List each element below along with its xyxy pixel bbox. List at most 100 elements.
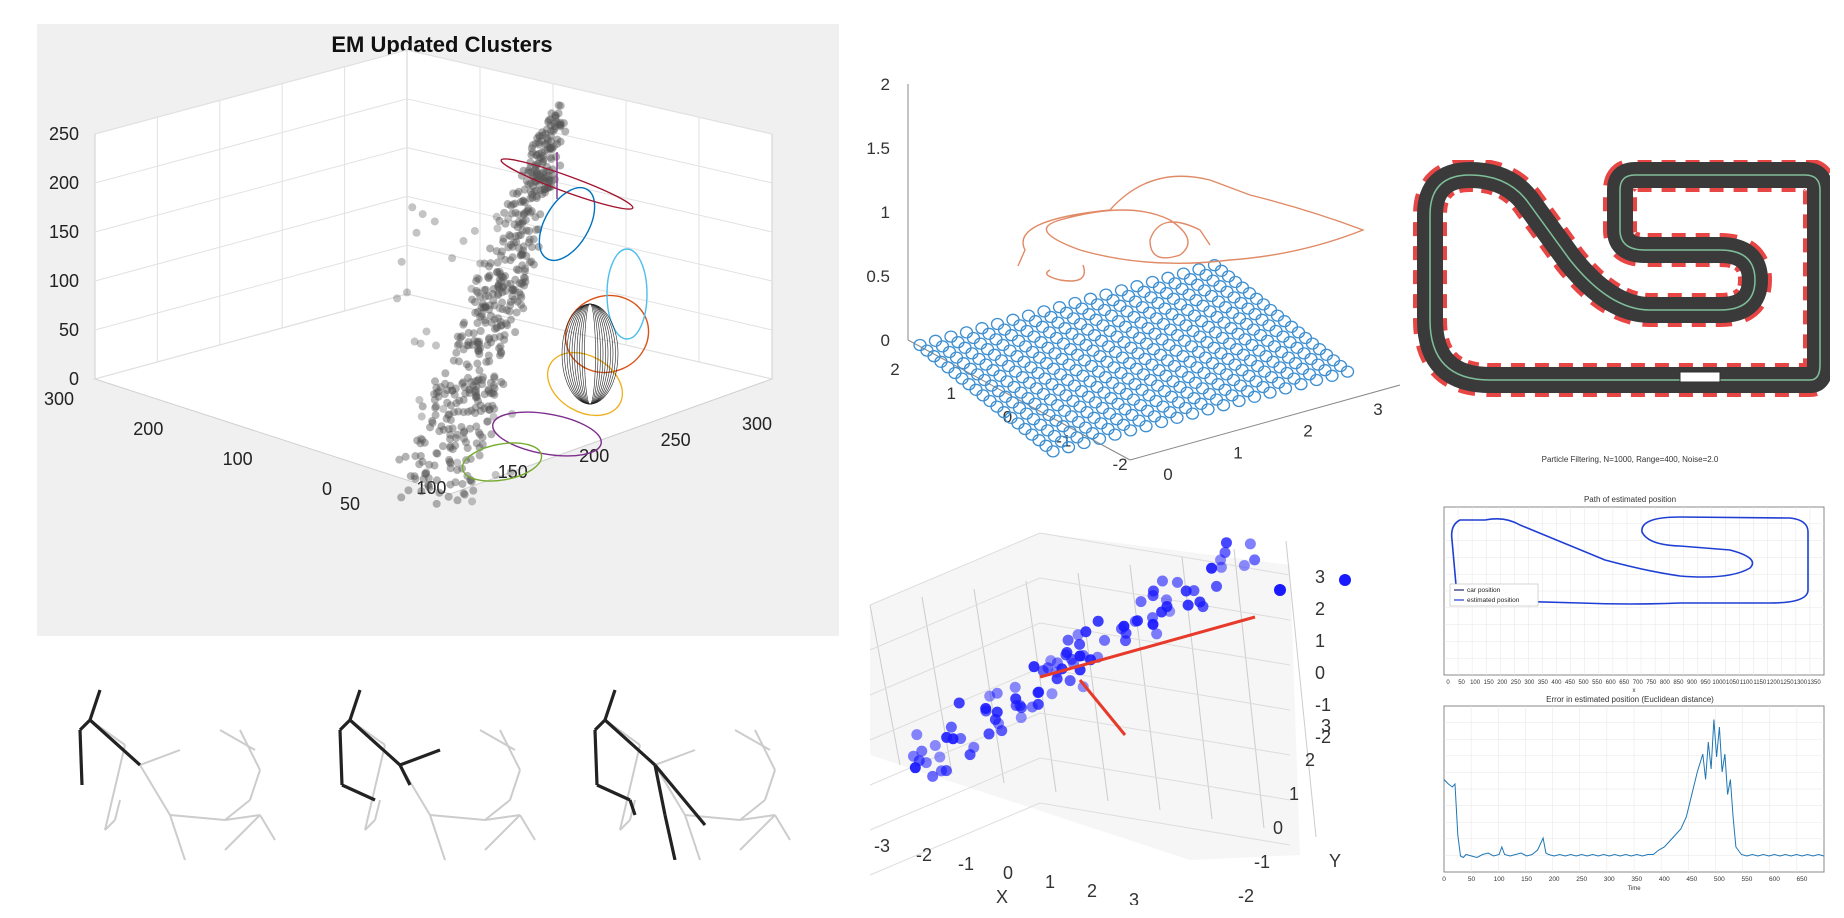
traj-grid-marker (1179, 319, 1193, 332)
path-x-tick-label: 200 (1497, 680, 1508, 686)
em-data-point (502, 306, 511, 315)
sc-data-point (1249, 554, 1261, 566)
traj-grid-marker (1073, 400, 1087, 413)
em-y-tick-label: 100 (223, 449, 253, 469)
em-data-point (467, 284, 476, 293)
sc-data-point (1147, 612, 1159, 624)
em-cluster-ellipse (564, 294, 650, 374)
skeleton-active-limb (88, 718, 142, 767)
em-data-point (507, 209, 516, 218)
em-data-point (448, 386, 457, 395)
em-data-point (503, 200, 512, 209)
em-data-point (486, 338, 495, 347)
traj-grid-marker (1173, 380, 1187, 394)
em-z-tick-label: 50 (59, 320, 79, 340)
em-data-point (536, 154, 545, 163)
traj-grid-marker (1163, 323, 1178, 336)
em-data-point (529, 235, 538, 244)
sc-x-tick-label: 3 (1129, 890, 1139, 905)
sc-data-point (1015, 702, 1027, 714)
traj-z-tick-label: 2 (881, 75, 890, 94)
traj-grid-marker (1053, 368, 1068, 381)
em-data-point (532, 172, 541, 181)
em-data-point (474, 346, 483, 355)
em-data-point (526, 194, 535, 203)
traj-grid-marker (1079, 338, 1093, 352)
em-data-point (490, 324, 499, 333)
em-data-point (506, 301, 515, 310)
em-y-tick-label: 0 (322, 479, 332, 499)
em-data-point (532, 194, 541, 203)
em-data-point (527, 243, 536, 252)
traj-grid-marker (1133, 399, 1148, 412)
traj-grid-marker (1001, 359, 1016, 373)
traj-grid-marker (1045, 378, 1059, 391)
sc-data-point (991, 687, 1003, 699)
em-data-point (509, 200, 518, 209)
traj-grid-marker (1222, 337, 1237, 350)
traj-grid-marker (1091, 365, 1106, 378)
em-z-tick-label: 200 (49, 173, 79, 193)
em-data-point (464, 407, 473, 416)
em-clusters-chart: EM Updated Clusters 0 50 100 150 200 250 0 100 2… (37, 24, 839, 636)
traj-grid-marker (1284, 320, 1299, 333)
em-clusters-panel: EM Updated Clusters 0 50 100 150 200 250 0 100 2… (37, 24, 839, 636)
skeleton-active-limb (341, 783, 376, 802)
traj-grid-marker (1197, 366, 1211, 380)
traj-grid-marker (1154, 415, 1169, 429)
traj-grid-marker (1288, 357, 1303, 370)
traj-grid-marker (1059, 306, 1074, 319)
em-y-tick-label: 200 (133, 419, 163, 439)
em-data-point (484, 386, 493, 395)
em-data-point (498, 305, 507, 314)
skeleton-gray-limb (684, 814, 741, 821)
traj-grid-marker (1142, 389, 1156, 402)
sc-data-point (1099, 634, 1111, 646)
em-data-point (532, 150, 541, 159)
traj-grid-marker (1248, 308, 1262, 321)
em-data-point (421, 469, 430, 478)
traj-grid-marker (1227, 291, 1241, 304)
traj-grid-marker (1319, 348, 1334, 361)
path-x-tick-label: 850 (1673, 680, 1684, 686)
em-data-point (537, 186, 546, 195)
em-data-point (474, 375, 483, 384)
traj-grid-marker (1152, 364, 1166, 377)
em-data-point (467, 477, 476, 486)
error-x-tick-label: 600 (1769, 876, 1780, 883)
em-data-point (509, 189, 518, 198)
em-data-point (547, 155, 556, 164)
em-data-point (401, 452, 410, 461)
em-data-point (524, 166, 533, 175)
skeleton-gray-limb (224, 814, 261, 821)
path-x-tick-label: 450 (1565, 680, 1576, 686)
em-data-point (468, 295, 477, 304)
traj-grid-marker (1027, 330, 1041, 343)
path-x-tick-label: 1150 (1753, 680, 1767, 686)
em-data-point (462, 360, 471, 369)
em-data-point (539, 154, 548, 163)
path-x-tick-label: 300 (1524, 680, 1535, 686)
traj-grid-marker (1218, 301, 1233, 314)
skeleton-gray-limb (364, 744, 386, 831)
traj-grid-marker (1209, 393, 1224, 406)
traj-grid-marker (1138, 352, 1152, 366)
traj-grid-marker (1109, 413, 1124, 426)
path-x-tick-label: 1300 (1794, 680, 1808, 686)
em-data-point (481, 292, 490, 301)
em-data-point (547, 143, 556, 152)
em-data-point (464, 373, 473, 382)
traj-grid-marker (1055, 352, 1069, 366)
traj-grid-marker (1076, 369, 1090, 382)
traj-grid-marker (1103, 324, 1117, 338)
traj-grid-marker (1290, 341, 1304, 354)
em-data-point (476, 326, 485, 335)
sc-data-point (1156, 575, 1168, 587)
em-data-point (556, 101, 565, 110)
em-data-point (453, 341, 462, 350)
em-data-point (546, 131, 555, 140)
track-lane-line (1429, 174, 1821, 381)
em-data-point (546, 144, 555, 153)
em-data-point (522, 226, 531, 235)
traj-grid-marker (1083, 375, 1097, 388)
